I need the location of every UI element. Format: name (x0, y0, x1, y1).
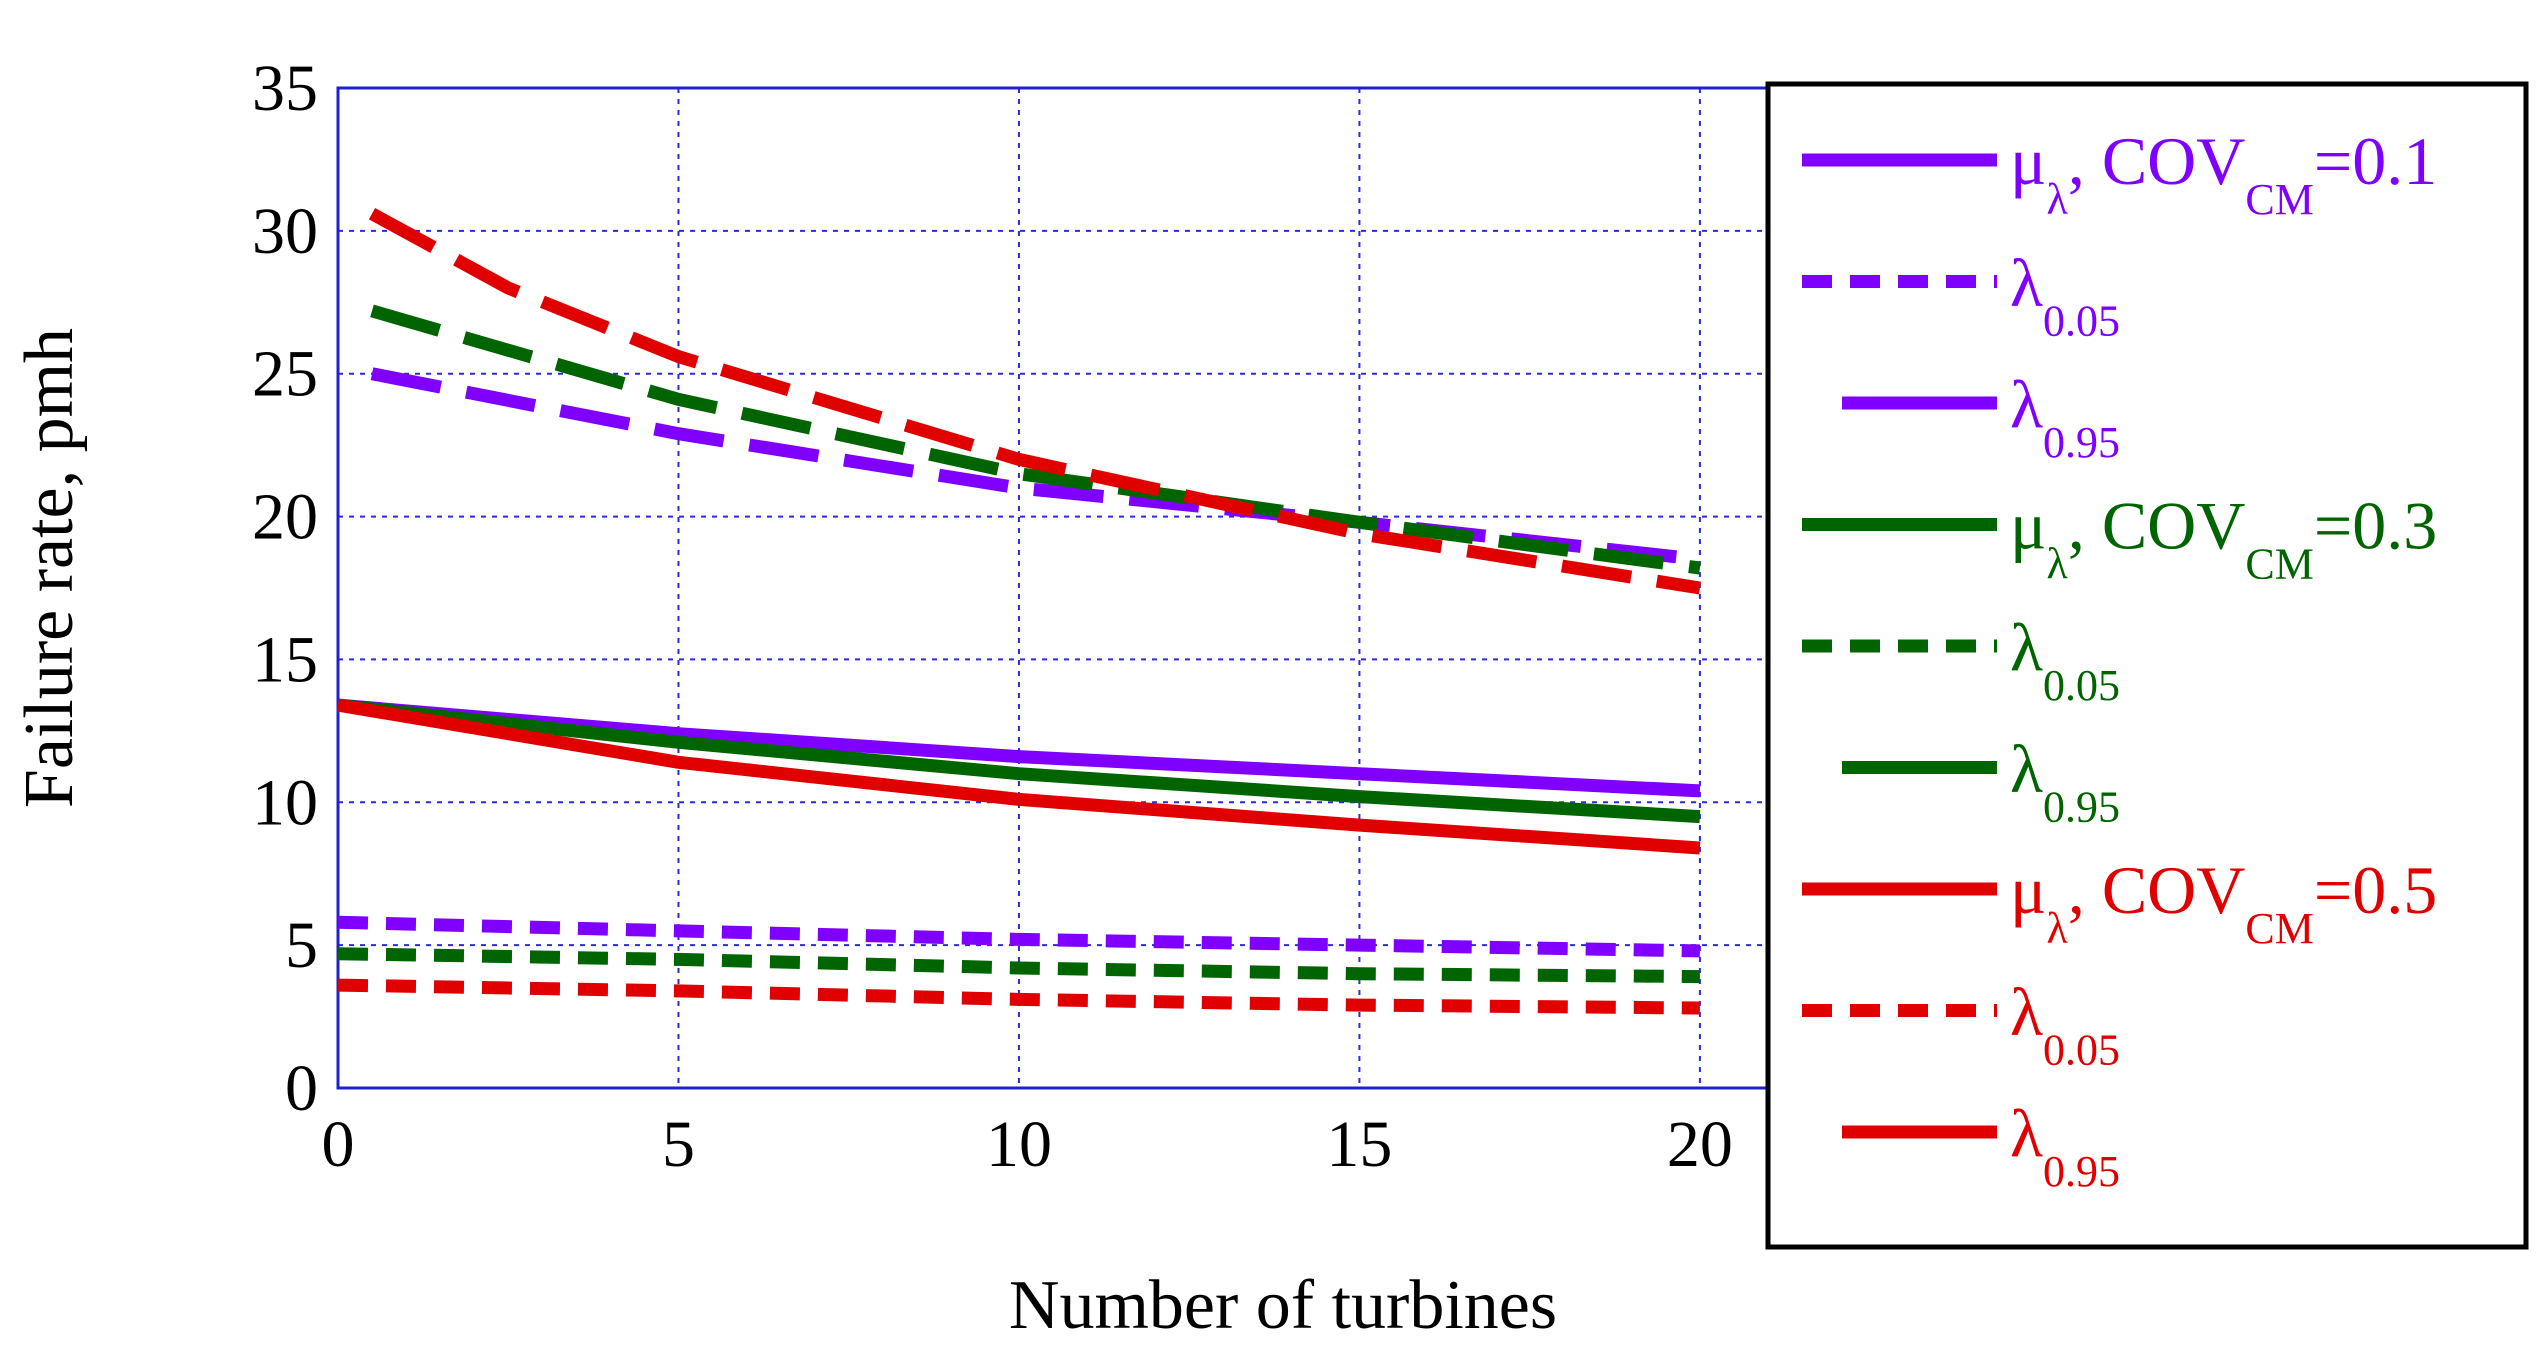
y-tick-label: 0 (285, 1052, 318, 1125)
y-tick-label: 10 (252, 766, 318, 839)
legend-label-1: μλ, COVCM=0.1 (2010, 123, 2437, 224)
series-line-7 (336, 698, 1701, 855)
series-line-8 (337, 978, 1700, 1015)
tick-label-layer: 0 5 10 15 20 0 5 10 15 20 25 30 35 (252, 52, 1733, 1181)
x-tick-label: 5 (662, 1108, 695, 1181)
legend: μλ, COVCM=0.1 λ0.05 λ0.95 μλ, COVCM=0.3 λ0.0… (1765, 81, 2529, 1250)
y-tick-label: 30 (252, 195, 318, 268)
legend-label-3: λ0.95 (2010, 366, 2120, 467)
legend-label-9: λ0.95 (2010, 1095, 2120, 1196)
x-tick-label: 15 (1326, 1108, 1392, 1181)
legend-box (1765, 81, 2529, 1250)
x-tick-label: 10 (986, 1108, 1052, 1181)
legend-label-4: μλ, COVCM=0.3 (2010, 488, 2437, 589)
y-axis-label: Failure rate, pmh (11, 328, 88, 808)
y-tick-label: 5 (285, 909, 318, 982)
legend-label-6: λ0.95 (2010, 731, 2120, 832)
y-tick-label: 15 (252, 623, 318, 696)
legend-label-8: λ0.05 (2010, 974, 2120, 1075)
x-tick-label: 0 (322, 1108, 355, 1181)
legend-label-5: λ0.05 (2010, 609, 2120, 710)
y-tick-label: 25 (252, 338, 318, 411)
series-line-9 (368, 207, 1701, 595)
x-tick-label: 20 (1667, 1108, 1733, 1181)
series-line-6 (370, 304, 1701, 575)
x-axis-label: Number of turbines (1009, 1267, 1557, 1344)
series-line-5 (337, 947, 1700, 984)
y-tick-label: 20 (252, 481, 318, 554)
legend-label-7: μλ, COVCM=0.5 (2010, 852, 2437, 953)
legend-label-2: λ0.05 (2010, 245, 2120, 346)
series-line-2 (337, 915, 1701, 958)
y-tick-label: 35 (252, 52, 318, 125)
series-layer (336, 207, 1701, 1015)
series-line-4 (337, 698, 1701, 824)
